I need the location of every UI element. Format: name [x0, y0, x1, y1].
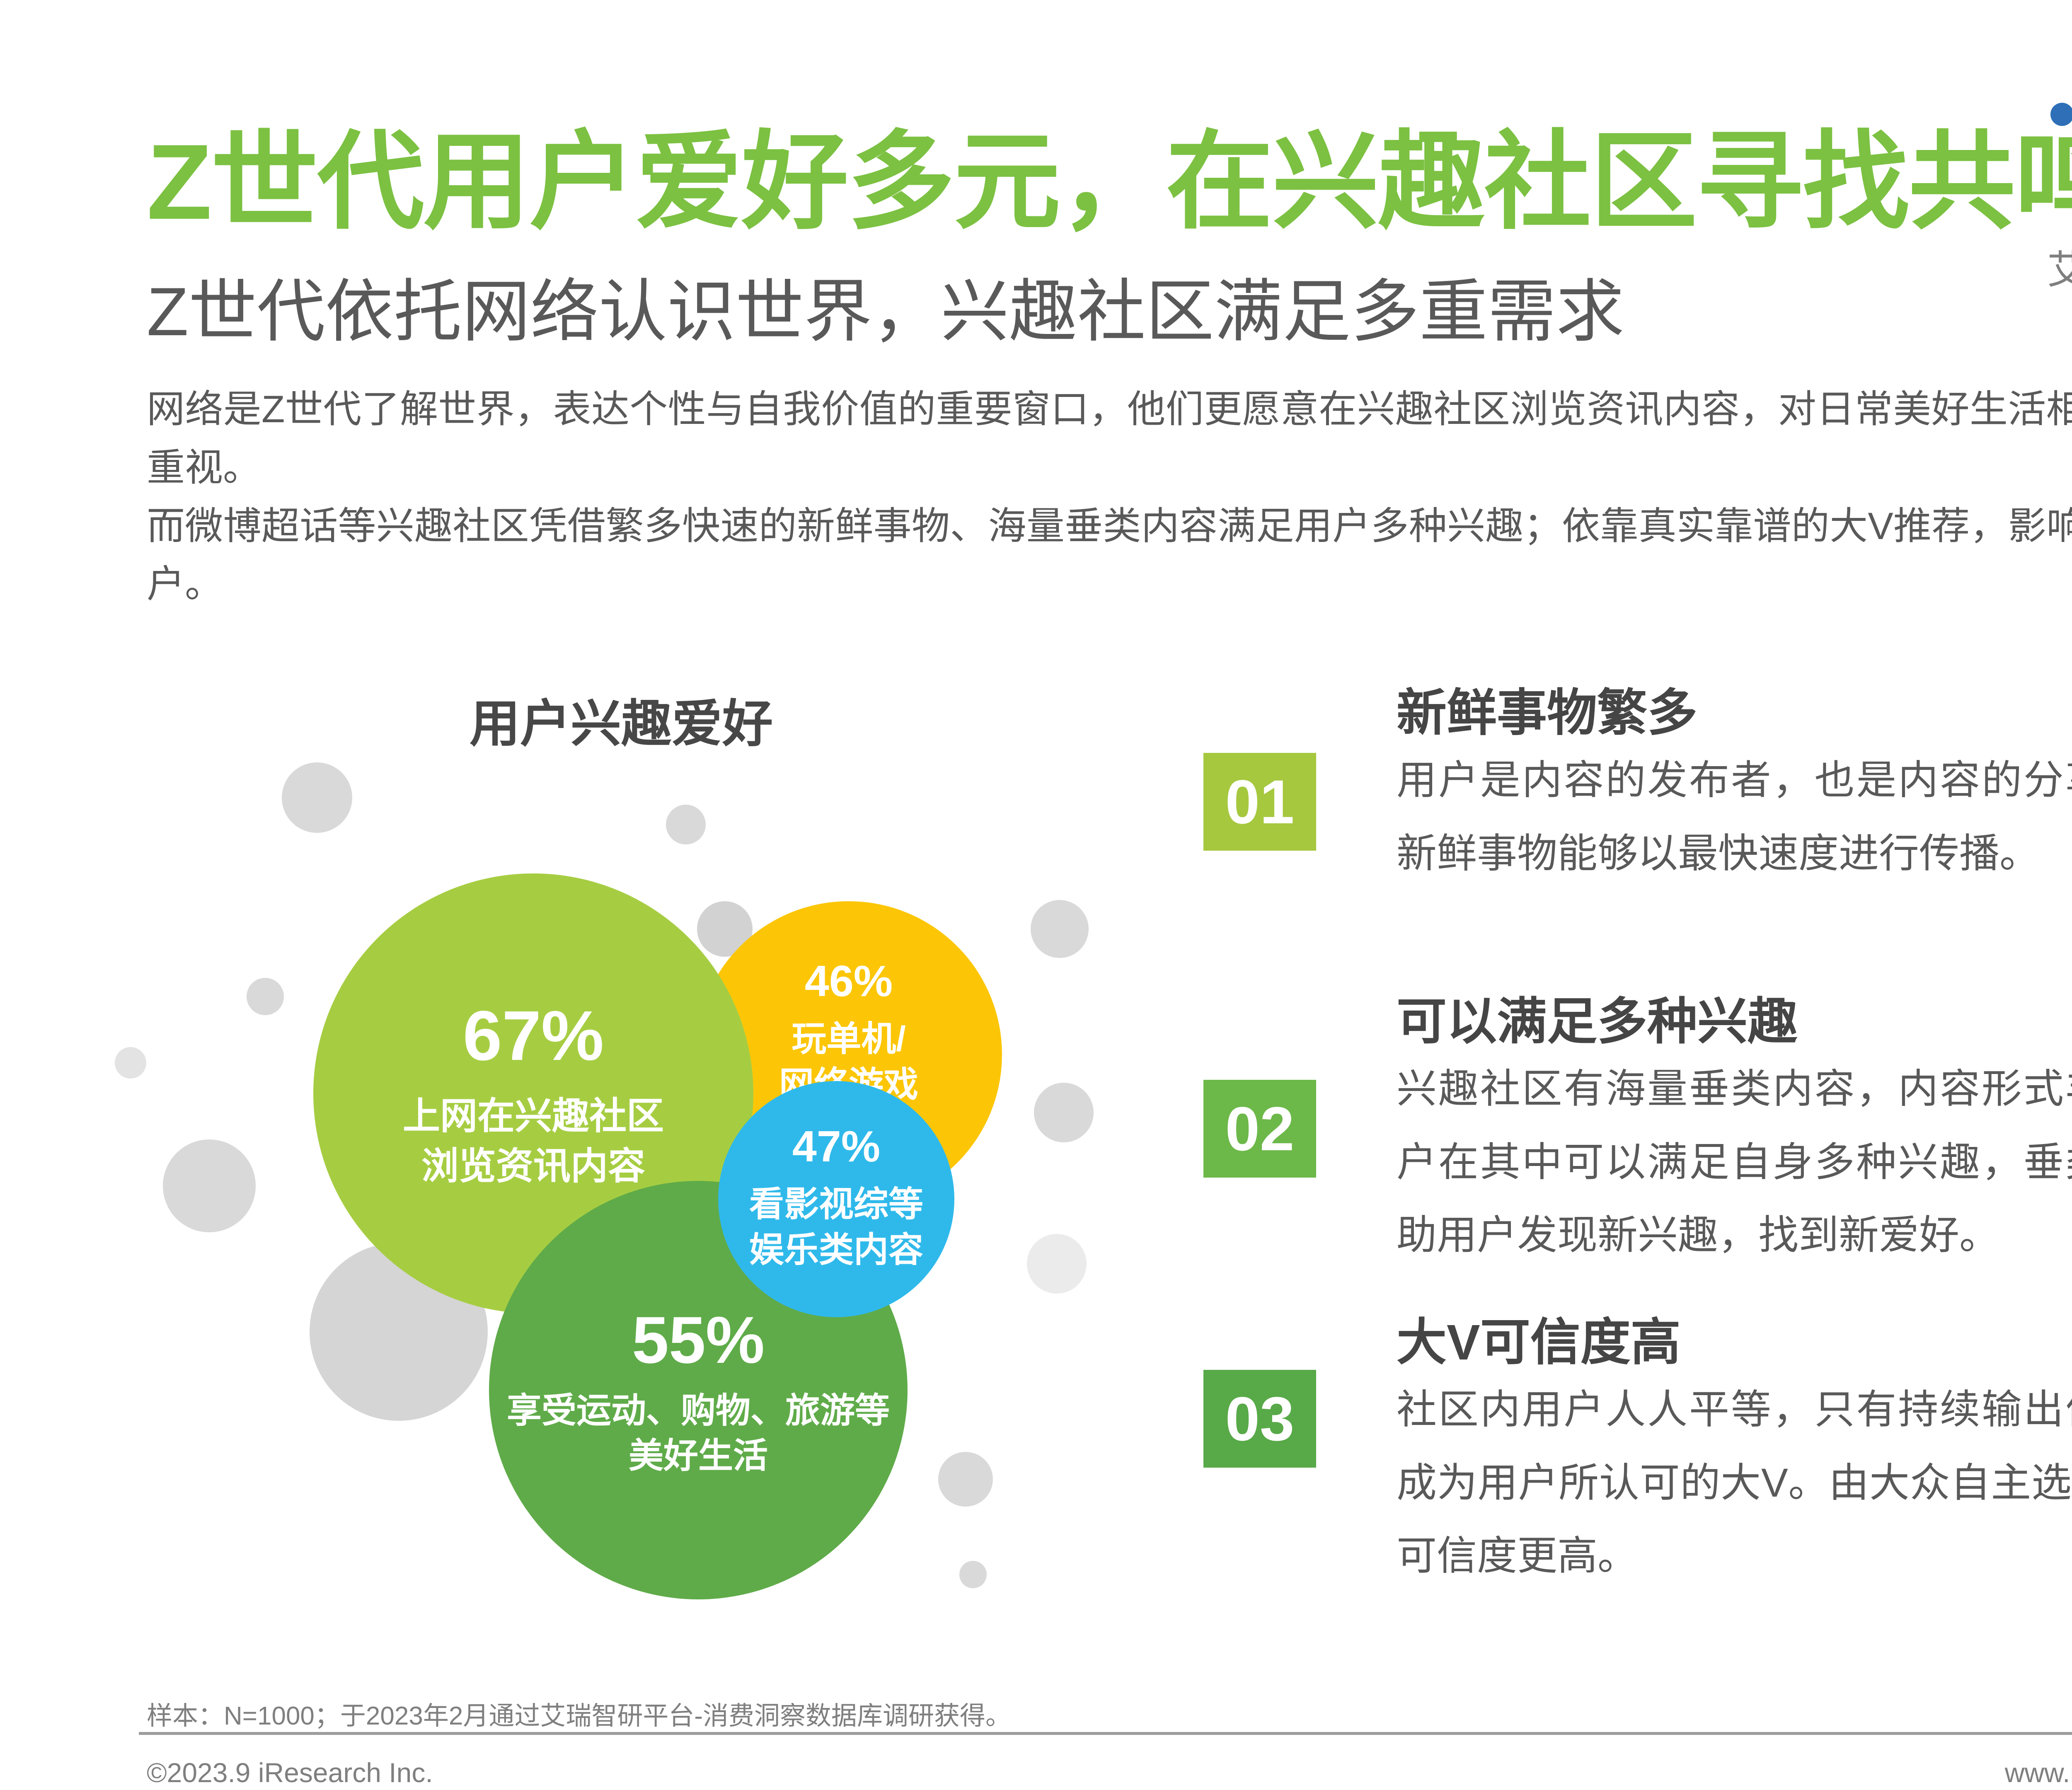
point-2-number: 02 — [1225, 1093, 1295, 1164]
decor-bubble — [1031, 900, 1089, 958]
footer-divider — [139, 1732, 2072, 1735]
decor-bubble — [1027, 1234, 1087, 1294]
decor-bubble — [1034, 1083, 1094, 1142]
page-subtitle: Z世代依托网络认识世界，兴趣社区满足多重需求 — [147, 273, 1624, 350]
bubble-life-value: 55% — [632, 1302, 765, 1377]
point-1-body: 用户是内容的发布者，也是内容的分享者，社区内新鲜事物能够以最快速度进行传播。 — [1397, 757, 2072, 876]
chart-title: 用户兴趣爱好 — [470, 696, 773, 752]
bubble-life-label-line1: 享受运动、购物、旅游等 — [506, 1391, 890, 1430]
bubble-games-label-line1: 玩单机/ — [792, 1019, 906, 1059]
decor-bubble — [959, 1561, 987, 1588]
point-2-body: 兴趣社区有海量垂类内容，内容形式丰富多样，用户在其中可以满足自身多种兴趣，垂类破… — [1397, 1066, 2072, 1258]
sample-note: 样本：N=1000；于2023年2月通过艾瑞智研平台-消费洞察数据库调研获得。 — [147, 1702, 1011, 1730]
bubble-community-label-line1: 上网在兴趣社区 — [403, 1096, 664, 1137]
logo-cn-char: 艾 — [2047, 248, 2072, 292]
decor-bubble — [115, 1047, 146, 1079]
point-3-badge: 03 — [1203, 1370, 1316, 1468]
intro-paragraphs: 网络是Z世代了解世界，表达个性与自我价值的重要窗口，他们更愿意在兴趣社区浏览资讯… — [147, 380, 2072, 614]
bubble-life-label-line2: 美好生活 — [628, 1436, 768, 1475]
decor-bubble — [247, 978, 284, 1015]
point-2-badge: 02 — [1203, 1080, 1316, 1178]
bubble-video-label: 看影视综等 娱乐类内容 — [749, 1182, 923, 1272]
iresearch-logo-chinese: 艾 瑞 咨 询 — [2047, 238, 2072, 295]
decor-bubble — [163, 1139, 256, 1232]
bubble-life-label: 享受运动、购物、旅游等 美好生活 — [507, 1388, 890, 1478]
point-3-body: 社区内用户人人平等，只有持续输出优质内容才会成为用户所认可的大V。由大众自主选择… — [1397, 1387, 2072, 1579]
footer-copyright: ©2023.9 iResearch Inc. — [147, 1757, 433, 1788]
point-1-heading: 新鲜事物繁多 — [1397, 685, 1698, 741]
bubble-video: 47% 看影视综等 娱乐类内容 — [718, 1081, 954, 1317]
decor-bubble — [282, 762, 352, 833]
point-3-number: 03 — [1225, 1384, 1295, 1454]
intro-paragraph-1: 网络是Z世代了解世界，表达个性与自我价值的重要窗口，他们更愿意在兴趣社区浏览资讯… — [147, 388, 2072, 489]
page-title: Z世代用户爱好多元，在兴趣社区寻找共鸣 — [147, 122, 2072, 242]
decor-bubble — [938, 1452, 993, 1507]
decor-bubble — [666, 805, 706, 844]
bubble-community-label-line2: 浏览资讯内容 — [421, 1146, 645, 1187]
point-1-badge: 01 — [1203, 753, 1316, 851]
bubble-games-value: 46% — [804, 957, 893, 1006]
bubble-video-label-line1: 看影视综等 — [749, 1185, 923, 1224]
point-3-heading: 大V可信度高 — [1397, 1314, 1681, 1370]
iresearch-logo-i-dot-icon — [2050, 103, 2072, 126]
intro-paragraph-2: 而微博超话等兴趣社区凭借繁多快速的新鲜事物、海量垂类内容满足用户多种兴趣；依靠真… — [147, 505, 2072, 606]
point-1-number: 01 — [1225, 767, 1295, 837]
footer-website-link[interactable]: www.iresearch.com.cn — [2004, 1757, 2072, 1788]
point-2-heading: 可以满足多种兴趣 — [1397, 993, 1798, 1050]
bubble-video-label-line2: 娱乐类内容 — [749, 1230, 923, 1269]
bubble-video-value: 47% — [792, 1122, 881, 1171]
bubble-community-value: 67% — [462, 997, 604, 1076]
bubble-community-label: 上网在兴趣社区 浏览资讯内容 — [403, 1091, 664, 1191]
